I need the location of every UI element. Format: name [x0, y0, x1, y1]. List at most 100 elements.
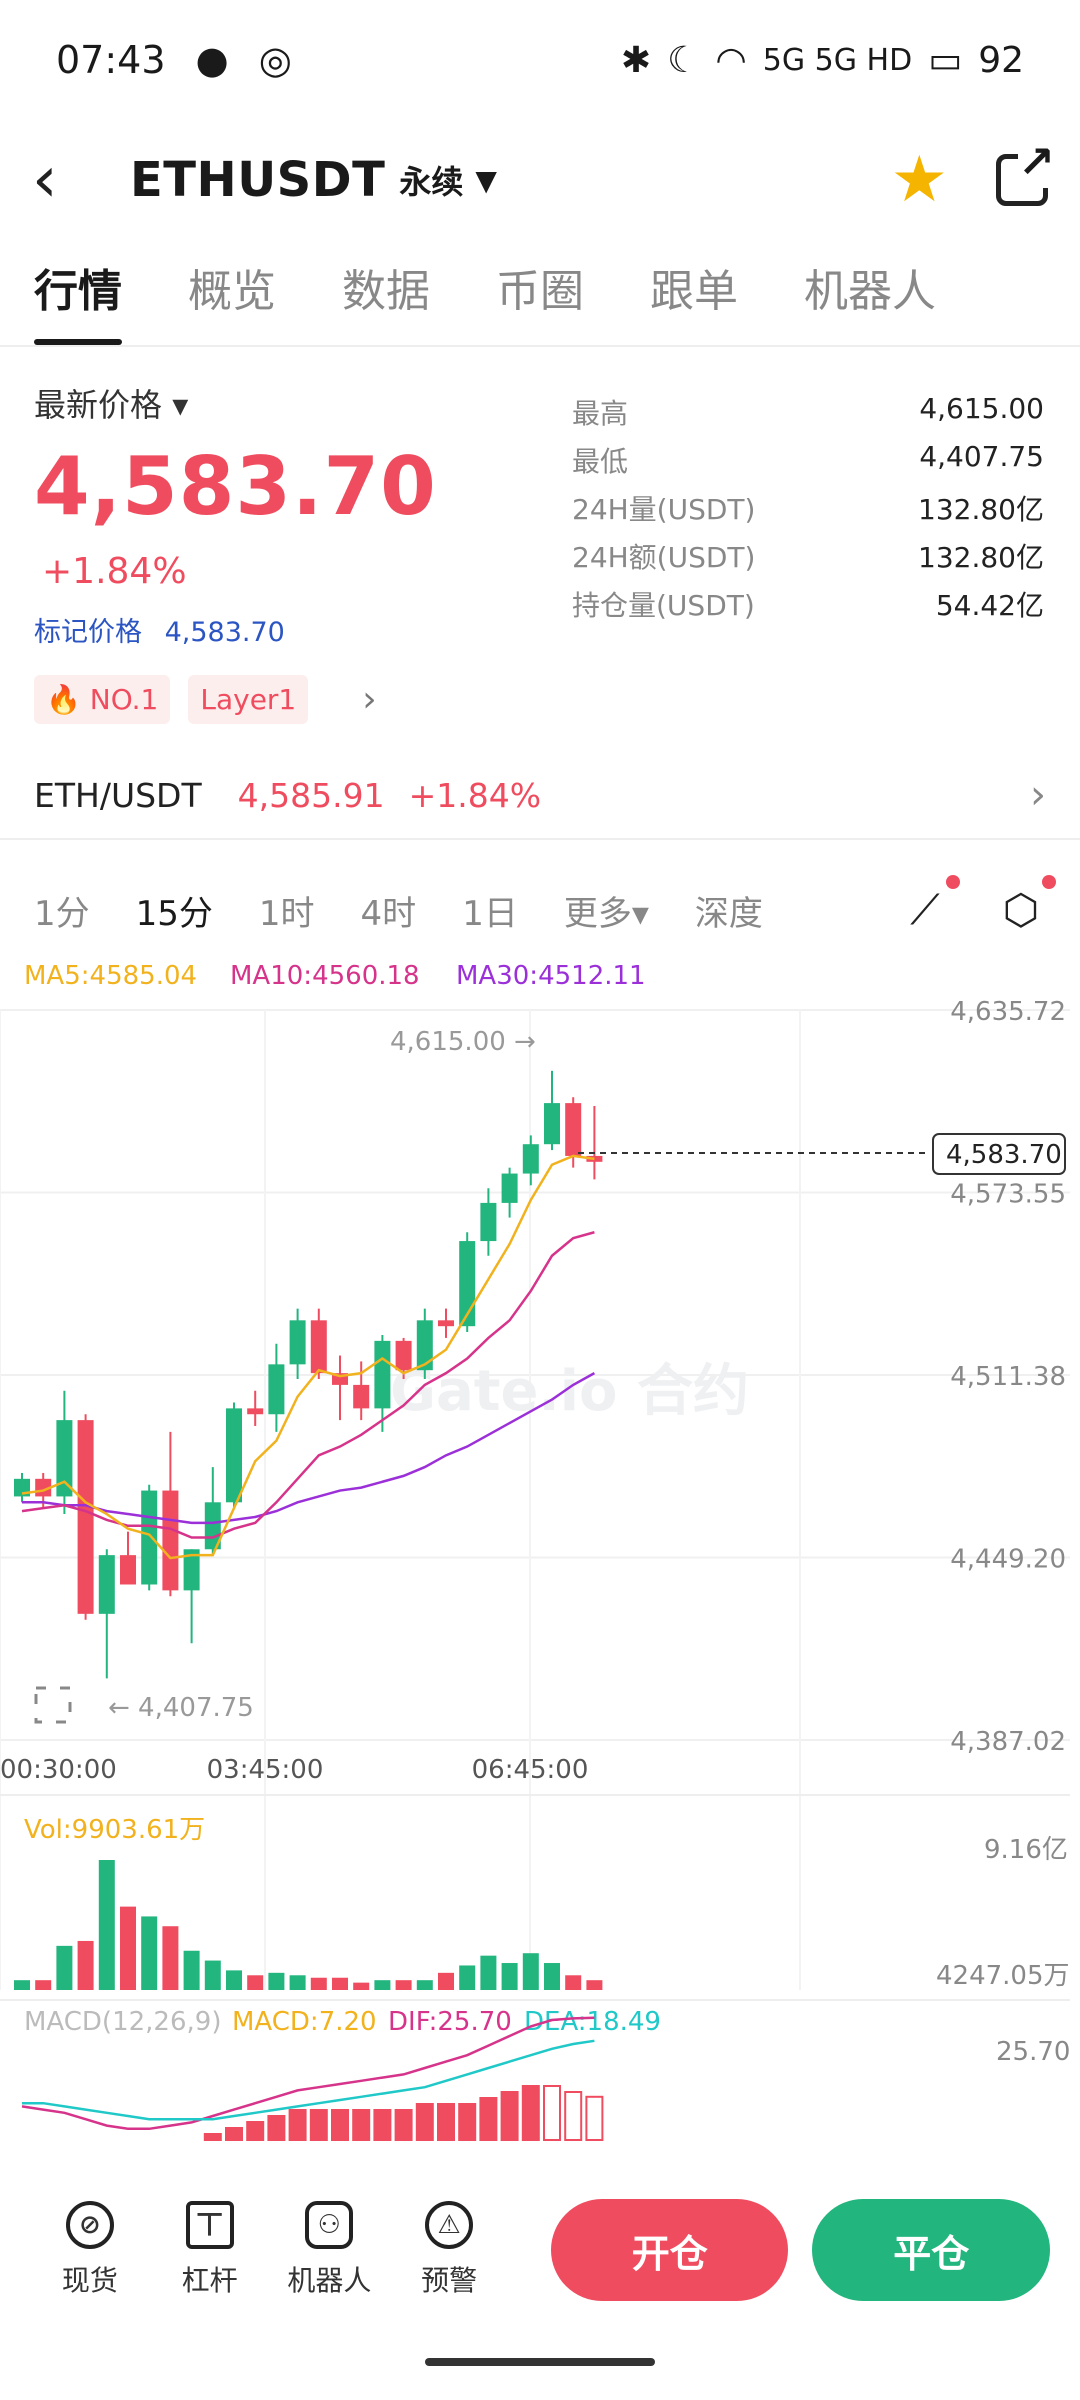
- macd-layer: [21, 2016, 604, 2142]
- mark-price-label: 标记价格: [34, 617, 142, 648]
- candle-body: [565, 1103, 582, 1156]
- interval-4h[interactable]: 4时: [360, 893, 417, 934]
- tab-bots[interactable]: 机器人: [804, 266, 936, 317]
- macd-bar: [437, 2103, 455, 2141]
- symbol-title[interactable]: ETHUSDT: [130, 152, 386, 208]
- candle-body: [268, 1364, 285, 1415]
- open-position-button[interactable]: 开仓: [550, 2199, 789, 2301]
- volume-bar: [374, 1980, 391, 1990]
- ma10-label: MA10:4560.18: [230, 961, 420, 991]
- macd-bar: [309, 2109, 328, 2141]
- macd-bar: [500, 2091, 519, 2141]
- chevron-right-icon[interactable]: ›: [362, 679, 377, 720]
- volume-bar: [395, 1980, 412, 1990]
- rank-tag[interactable]: 🔥 NO.1: [34, 675, 171, 724]
- candle-body: [544, 1103, 560, 1145]
- macd-bar: [543, 2085, 561, 2141]
- volume-bar: [480, 1955, 497, 1990]
- volume-bar: [268, 1972, 285, 1990]
- price-change: +1.84%: [42, 551, 187, 592]
- candle-body: [226, 1408, 242, 1503]
- alert-icon: ⚠: [425, 2201, 474, 2249]
- kline-svg[interactable]: MA5:4585.04 MA10:4560.18 MA30:4512.11 Ga…: [0, 950, 1080, 2150]
- bottom-action-bar: ⊘ 现货 丅 杠杆 ⚇ 机器人 ⚠ 预警 开仓 平仓: [0, 2150, 1080, 2350]
- candle-body: [77, 1420, 94, 1614]
- macd-bar: [585, 2095, 604, 2142]
- spot-price-row[interactable]: ETH/USDT 4,585.91 +1.84% ›: [34, 770, 1046, 820]
- volume-bar: [565, 1975, 582, 1990]
- kline-chart[interactable]: MA5:4585.04 MA10:4560.18 MA30:4512.11 Ga…: [0, 950, 1080, 2150]
- volume-bar: [586, 1980, 603, 1990]
- main-tabs: 行情 概览 数据 币圈 跟单 机器人: [0, 255, 1080, 345]
- nav-spot[interactable]: ⊘ 现货: [30, 2201, 150, 2299]
- header: ‹ ETHUSDT 永续 ▼ ★: [0, 130, 1080, 230]
- stat-label: 最低: [572, 445, 629, 478]
- nav-leverage[interactable]: 丅 杠杆: [150, 2201, 270, 2299]
- high-label: 4,615.00 →: [390, 1027, 536, 1057]
- interval-15m[interactable]: 15分: [135, 893, 213, 934]
- price-panel: 最新价格 ▾ 4,583.70 +1.84% 标记价格 4,583.70 🔥 N…: [34, 380, 554, 724]
- dif-line: [21, 2016, 595, 2131]
- latest-price-selector[interactable]: 最新价格 ▾: [34, 380, 554, 426]
- notification-dot: [1042, 875, 1056, 889]
- favorite-star-icon[interactable]: ★: [890, 143, 948, 217]
- tab-community[interactable]: 币圈: [496, 266, 584, 317]
- candle-body: [310, 1320, 327, 1374]
- candle-body: [395, 1340, 412, 1371]
- candle-body: [416, 1320, 433, 1371]
- expand-icon[interactable]: [34, 1686, 72, 1724]
- chart-settings-icon[interactable]: ⬡: [996, 875, 1056, 935]
- home-indicator[interactable]: [425, 2358, 655, 2366]
- dif-label: DIF:25.70: [388, 2007, 512, 2037]
- close-position-button[interactable]: 平仓: [812, 2199, 1050, 2301]
- ma5-label: MA5:4585.04: [24, 961, 197, 991]
- macd-bar: [225, 2127, 243, 2141]
- interval-1d[interactable]: 1日: [462, 893, 518, 934]
- tab-overview[interactable]: 概览: [188, 266, 276, 317]
- nav-alert-label: 预警: [421, 2264, 478, 2297]
- stat-row: 最高 4,615.00: [572, 392, 1044, 440]
- tab-data[interactable]: 数据: [342, 266, 430, 317]
- stat-row: 最低 4,407.75: [572, 440, 1044, 488]
- share-icon[interactable]: [996, 137, 1055, 206]
- dea-line: [22, 2039, 595, 2121]
- stat-value: 4,407.75: [919, 440, 1044, 473]
- latest-price-label: 最新价格: [34, 386, 163, 424]
- tab-copy-trading[interactable]: 跟单: [650, 266, 738, 317]
- stat-row: 24H额(USDT) 132.80亿: [572, 536, 1044, 584]
- category-tag[interactable]: Layer1: [188, 675, 309, 724]
- ma-lines-layer: [21, 1154, 596, 1560]
- macd-bar: [203, 2133, 222, 2141]
- current-price-box: [932, 1133, 1066, 1175]
- volume-bar: [522, 1953, 539, 1990]
- candle-body: [120, 1555, 136, 1585]
- contract-type[interactable]: 永续: [399, 163, 464, 201]
- macd-bar: [479, 2097, 498, 2141]
- volume-bar: [120, 1906, 136, 1990]
- robot-icon: ⚇: [305, 2201, 354, 2249]
- candle-body: [98, 1555, 115, 1614]
- volume-bar: [56, 1945, 73, 1990]
- volume-max-tick: 9.16亿: [984, 1835, 1068, 1865]
- volume-bar: [416, 1980, 433, 1990]
- nav-robot[interactable]: ⚇ 机器人: [269, 2201, 389, 2299]
- interval-1m[interactable]: 1分: [34, 893, 90, 934]
- nav-spot-label: 现货: [61, 2264, 118, 2297]
- indicator-icon[interactable]: ⟋: [900, 875, 960, 935]
- back-arrow-icon[interactable]: ‹: [32, 143, 58, 217]
- interval-1h[interactable]: 1时: [258, 893, 315, 934]
- spot-icon: ⊘: [65, 2201, 114, 2249]
- depth-tab[interactable]: 深度: [694, 893, 763, 934]
- watermark: Gate.io 合约: [390, 1359, 749, 1424]
- macd-bar: [373, 2109, 392, 2141]
- nav-alert[interactable]: ⚠ 预警: [389, 2201, 509, 2299]
- volume-bar: [141, 1916, 158, 1990]
- volume-bar: [98, 1860, 115, 1990]
- volume-bar: [183, 1950, 200, 1990]
- tab-market[interactable]: 行情: [34, 255, 122, 345]
- chevron-right-icon: ›: [1030, 772, 1046, 818]
- symbol-dropdown-icon[interactable]: ▼: [475, 163, 497, 197]
- spot-pair: ETH/USDT: [34, 775, 202, 815]
- mark-price-value: 4,583.70: [164, 617, 285, 648]
- interval-more[interactable]: 更多▾: [563, 893, 649, 934]
